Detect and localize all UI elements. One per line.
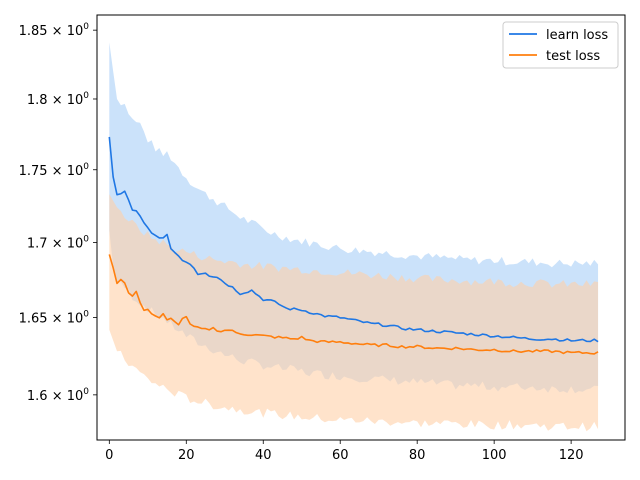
plot-frame <box>96 14 626 441</box>
x-tick-label: 40 <box>255 448 272 463</box>
legend-label-1: learn loss <box>546 28 608 43</box>
y-tick-label: 1.65 × 100 <box>19 310 90 327</box>
x-tick-label: 20 <box>178 448 195 463</box>
y-tick-label: 1.85 × 100 <box>19 22 90 39</box>
band-series-2 <box>109 194 599 432</box>
series-lines <box>108 136 599 355</box>
x-tick-label: 0 <box>105 448 113 463</box>
x-axis: 0 20 40 60 80 100 120 <box>105 440 584 463</box>
y-tick-label: 1.75 × 100 <box>19 162 90 179</box>
x-tick-label: 100 <box>482 448 507 463</box>
line-series-2 <box>108 254 599 355</box>
y-axis: 1.6 × 100 1.65 × 100 1.7 × 100 1.75 × 100 1.… <box>19 22 97 404</box>
variance-bands <box>109 42 599 432</box>
line-series-1 <box>108 136 599 343</box>
y-tick-label: 1.8 × 100 <box>27 91 89 108</box>
legend-label-2: test loss <box>546 49 600 64</box>
legend: learn loss test loss <box>502 21 619 69</box>
x-tick-label: 60 <box>332 448 349 463</box>
x-tick-label: 80 <box>409 448 426 463</box>
x-tick-label: 120 <box>559 448 584 463</box>
y-tick-label: 1.7 × 100 <box>27 235 89 252</box>
y-tick-label: 1.6 × 100 <box>27 387 89 404</box>
